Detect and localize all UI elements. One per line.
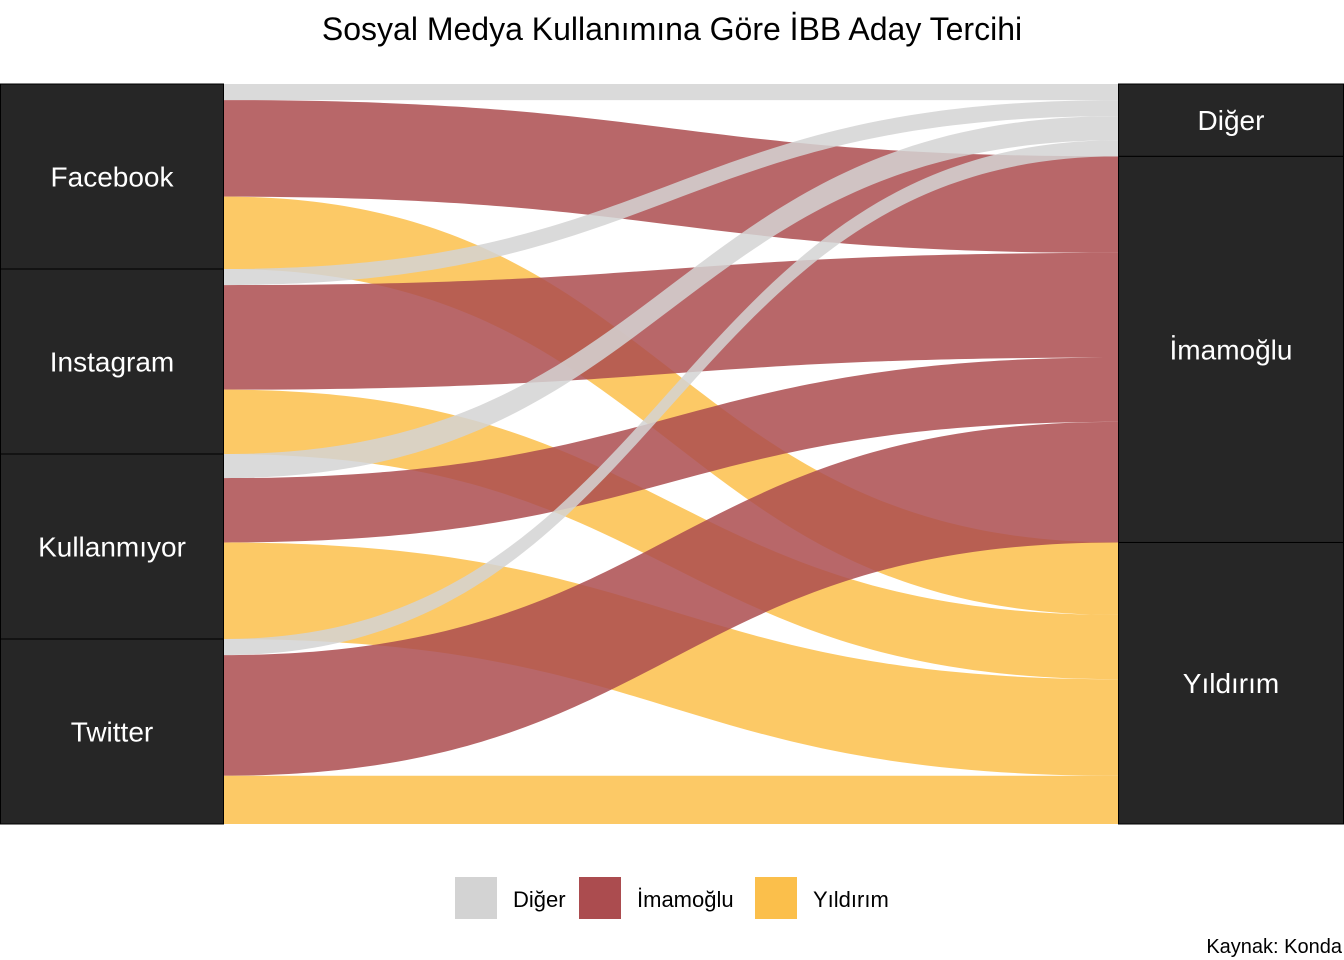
legend-label-yildirim: Yıldırım [813,887,889,912]
node-label-diger: Diğer [1198,105,1265,136]
flow-instagram-to-yildirim [224,389,1118,680]
flow-twitter-to-diger [224,140,1118,656]
flow-kullanmiyor-to-diger [224,116,1118,479]
flows-layer [224,84,1118,824]
flow-kullanmiyor-to-i-mamoglu [224,357,1118,543]
flow-instagram-to-diger [224,100,1118,286]
legend-key-diger [455,877,497,919]
node-facebook [0,83,224,270]
flow-twitter-to-yildirim [224,775,1118,824]
nodes-layer: Facebook Instagram Kullanmıyor Twitter Diğer… [0,83,1344,825]
node-diger [1118,83,1344,157]
legend-label-diger: Diğer [513,887,566,912]
node-yildirim [1118,541,1344,825]
flow-facebook-to-i-mamoglu [224,100,1118,253]
node-label-kullanmiyor: Kullanmıyor [38,532,186,563]
node-instagram [0,268,224,455]
chart-caption: Kaynak: Konda [1206,936,1343,958]
chart-title: Sosyal Medya Kullanımına Göre İBB Aday T… [322,11,1022,47]
node-twitter [0,638,224,825]
legend: Diğer İmamoğlu Yıldırım [455,877,889,919]
node-kullanmiyor [0,453,224,640]
legend-key-yildirim [755,877,797,919]
node-label-yildirim: Yıldırım [1183,668,1279,699]
node-label-facebook: Facebook [51,162,175,193]
node-label-instagram: Instagram [50,347,175,378]
flow-instagram-to-i-mamoglu [224,252,1118,390]
flow-twitter-to-i-mamoglu [224,421,1118,776]
node-i-mamoglu [1118,155,1344,543]
node-label-i-mamoglu: İmamoğlu [1170,334,1293,365]
node-label-twitter: Twitter [71,717,153,748]
legend-key-i-mamoglu [579,877,621,919]
flow-facebook-to-diger [224,84,1118,101]
legend-label-i-mamoglu: İmamoğlu [637,887,734,912]
